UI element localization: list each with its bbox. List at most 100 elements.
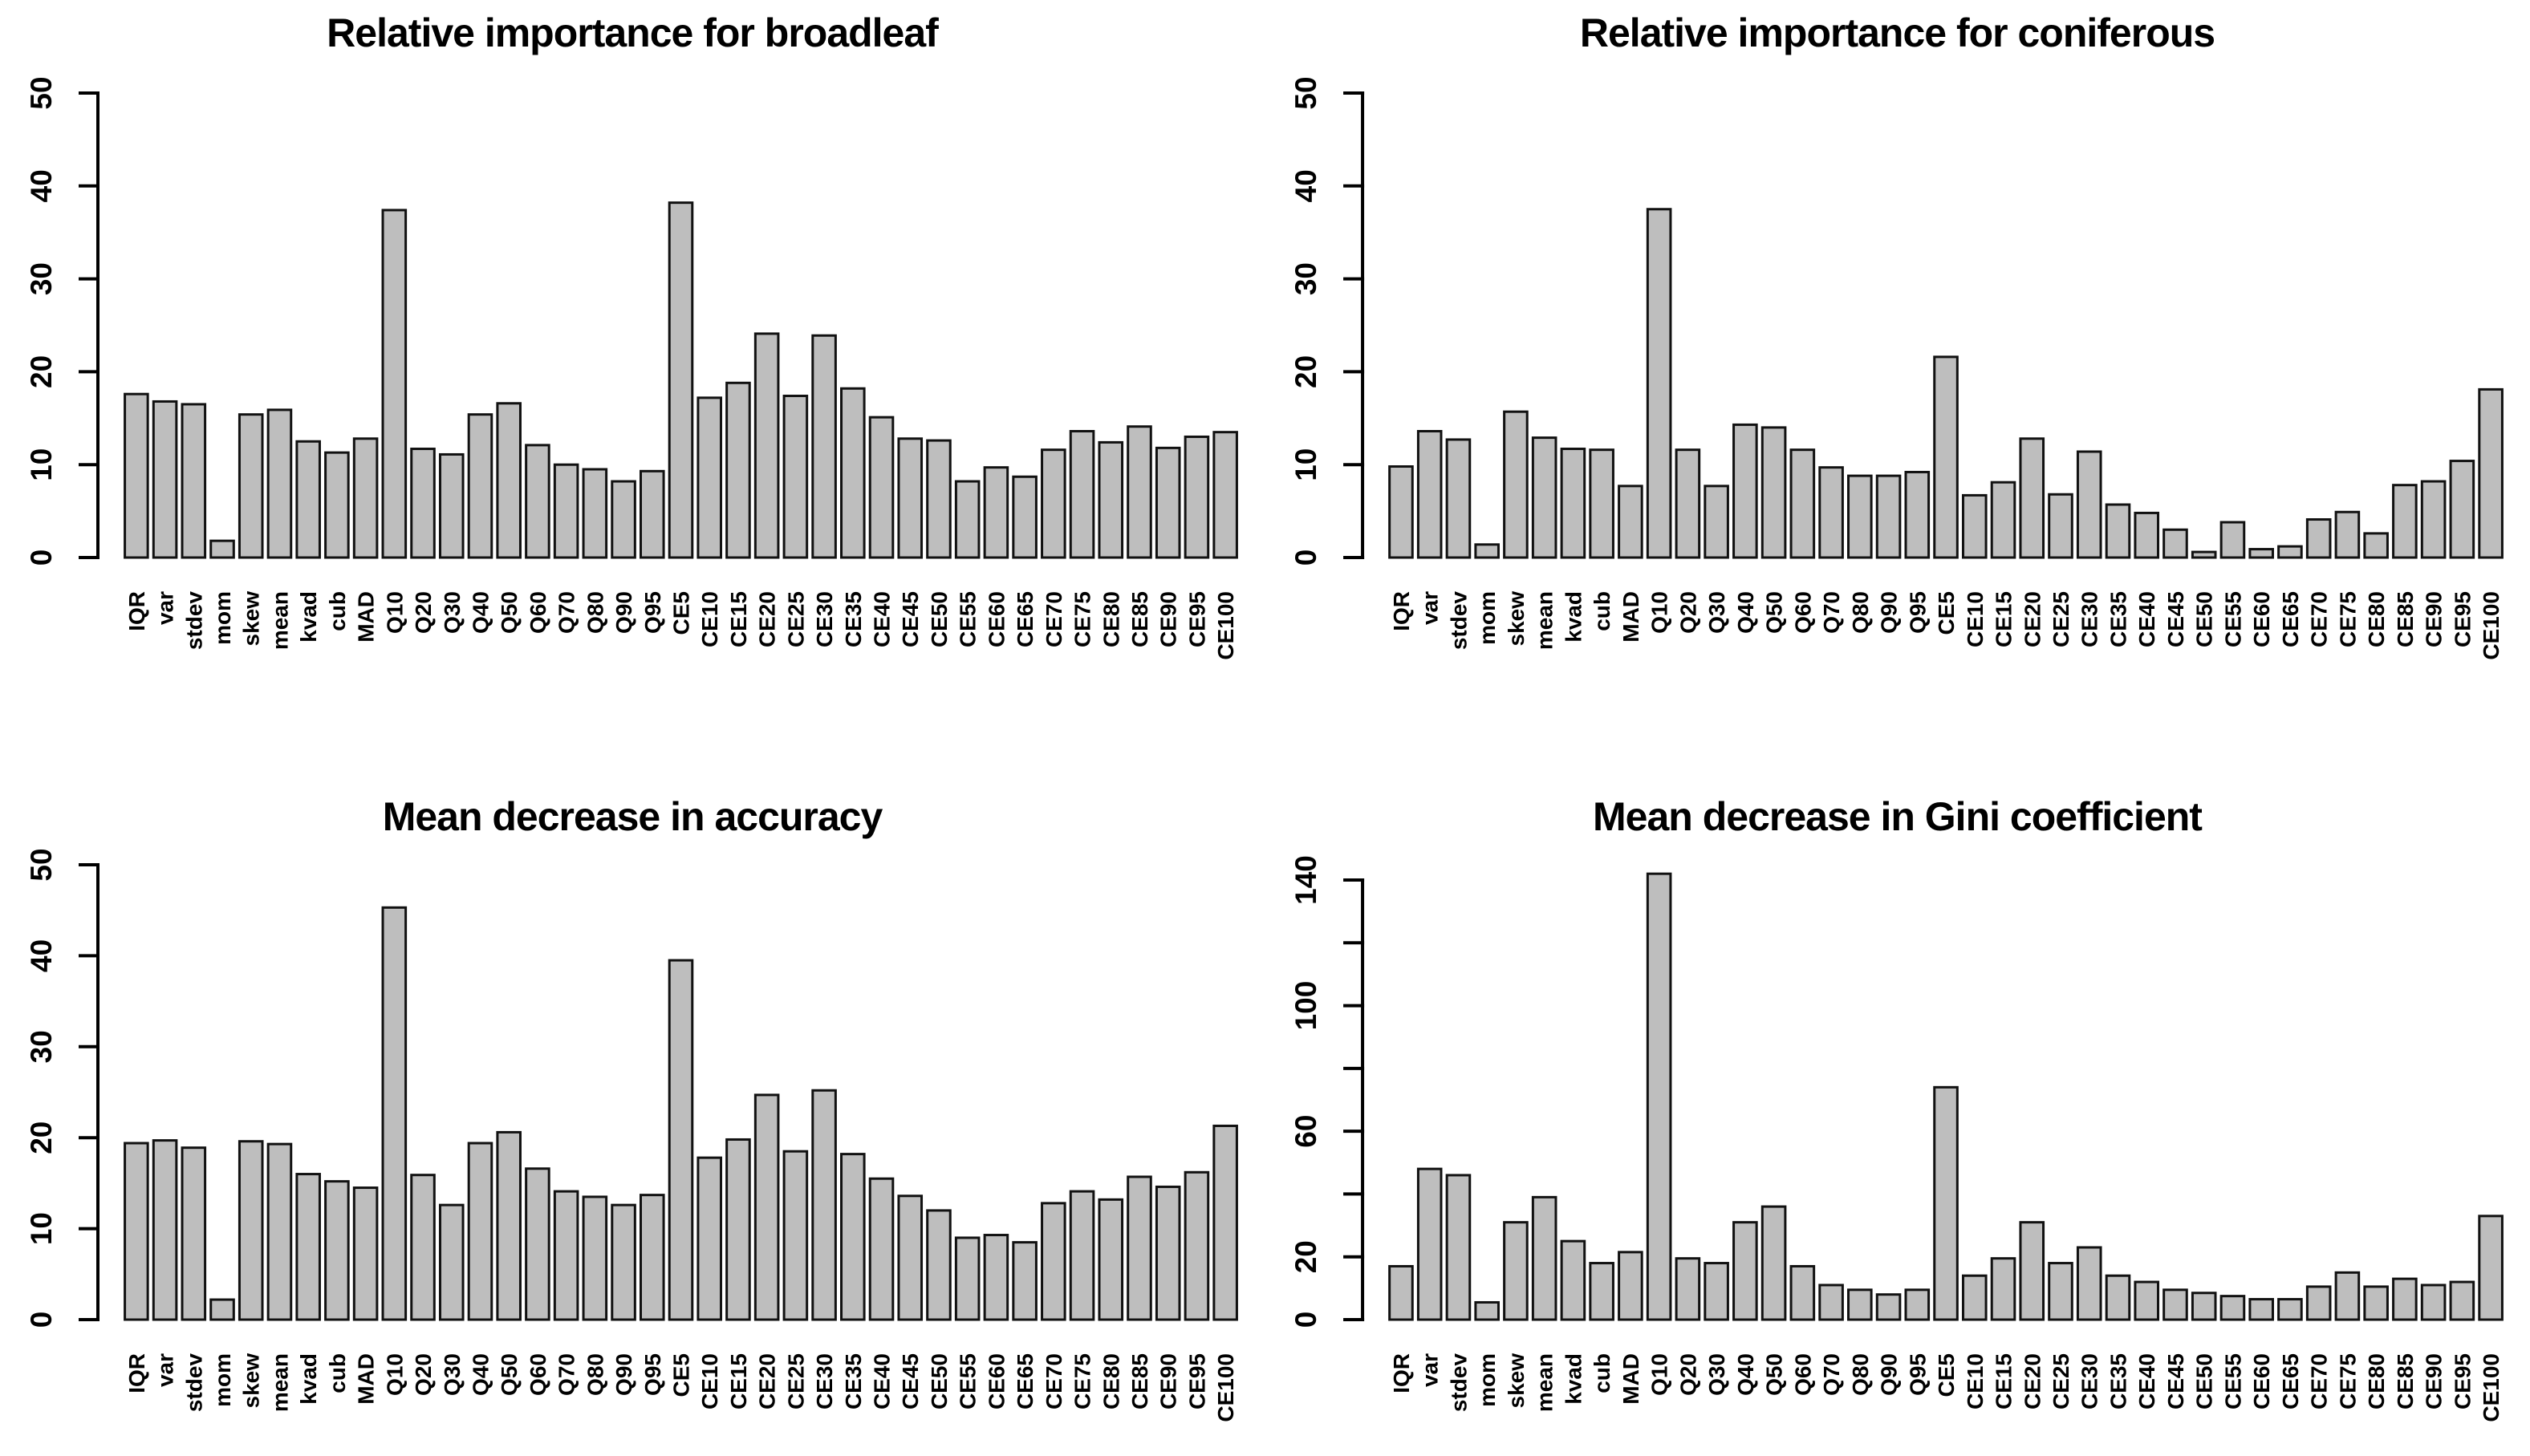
panel-relative-importance-broadleaf: Relative importance for broadleaf 0 10 20 3… bbox=[0, 0, 1265, 728]
x-tick-label: CE60 bbox=[2249, 591, 2274, 647]
bar bbox=[2019, 437, 2045, 559]
bar bbox=[2076, 450, 2102, 559]
x-tick-label: Q10 bbox=[382, 591, 407, 634]
bar bbox=[1675, 1257, 1701, 1321]
x-tick-label: Q90 bbox=[611, 591, 636, 634]
x-tick-label: stdev bbox=[1446, 591, 1471, 651]
bar bbox=[1474, 543, 1500, 559]
bar bbox=[553, 463, 579, 559]
x-tick-label: mean bbox=[267, 1353, 292, 1412]
x-tick-label: Q10 bbox=[1647, 591, 1672, 634]
x-tick-label: CE75 bbox=[2335, 591, 2360, 647]
x-tick-label: var bbox=[1418, 1353, 1443, 1387]
x-tick-label: CE40 bbox=[870, 1353, 895, 1409]
x-tick-label: CE65 bbox=[1013, 1353, 1038, 1409]
x-tick-label: Q95 bbox=[640, 1353, 665, 1396]
x-tick-label: CE50 bbox=[927, 1353, 952, 1409]
bar bbox=[2219, 521, 2246, 559]
x-tick-label: CE35 bbox=[841, 591, 866, 647]
bar bbox=[1646, 208, 1672, 559]
x-tick-label: CE55 bbox=[2220, 591, 2245, 647]
x-tick-label: CE65 bbox=[1013, 591, 1038, 647]
barplot-gini: 0 20 60 100 140 IQR var stdev mom skew mean kvad cub… bbox=[1289, 855, 2504, 1422]
bar bbox=[209, 1298, 235, 1321]
x-tick-label: Q60 bbox=[1790, 591, 1815, 634]
x-tick-label: CE50 bbox=[2192, 1353, 2217, 1409]
bar bbox=[2248, 1298, 2274, 1321]
bar bbox=[1618, 1251, 1643, 1321]
bar bbox=[1445, 438, 1472, 559]
x-tick-label: CE20 bbox=[2020, 1353, 2045, 1409]
bar bbox=[525, 444, 550, 559]
bar bbox=[1760, 426, 1787, 559]
x-tick-label: CE75 bbox=[1070, 591, 1095, 647]
y-tick-label: 10 bbox=[25, 1212, 58, 1245]
x-tick-label: CE5 bbox=[669, 591, 694, 635]
x-tick-label: CE45 bbox=[2163, 1353, 2188, 1409]
bar bbox=[124, 1142, 149, 1321]
bar bbox=[954, 480, 981, 559]
y-tick-label: 20 bbox=[1289, 1240, 1322, 1273]
chart-title-broadleaf: Relative importance for broadleaf bbox=[327, 10, 939, 55]
y-tick-label: 50 bbox=[25, 848, 58, 881]
x-tick-label: CE5 bbox=[1934, 1353, 1959, 1397]
x-tick-label: Q50 bbox=[497, 1353, 522, 1396]
x-tick-label: CE95 bbox=[1184, 591, 1209, 647]
bar bbox=[2305, 518, 2332, 559]
bar bbox=[1069, 430, 1095, 559]
bar bbox=[1416, 1167, 1443, 1321]
bar bbox=[381, 209, 408, 559]
bar bbox=[152, 1139, 178, 1321]
x-tick-label: Q70 bbox=[1819, 591, 1844, 634]
x-tick-label: CE15 bbox=[726, 1353, 751, 1409]
x-tick-label: mean bbox=[1533, 1353, 1557, 1412]
y-tick-label: 0 bbox=[25, 1312, 58, 1328]
bar bbox=[1503, 1221, 1529, 1321]
chart-title-coniferous: Relative importance for coniferous bbox=[1579, 10, 2215, 55]
x-tick-label: CE15 bbox=[1992, 591, 2016, 647]
bar bbox=[467, 1142, 493, 1321]
x-tick-label: CE5 bbox=[1934, 591, 1959, 635]
bar bbox=[1732, 423, 1758, 559]
bar bbox=[324, 1180, 350, 1321]
x-tick-label: Q30 bbox=[440, 1353, 465, 1396]
bar bbox=[639, 469, 665, 559]
panel-mean-decrease-accuracy: Mean decrease in accuracy 0 10 20 30 40 50 IQR… bbox=[0, 728, 1265, 1456]
x-tick-label: CE30 bbox=[2077, 1353, 2102, 1409]
x-tick-label: mean bbox=[1533, 591, 1557, 650]
x-tick-label: var bbox=[153, 591, 178, 625]
bar bbox=[2334, 510, 2361, 559]
bar bbox=[438, 452, 465, 559]
bar bbox=[2134, 1280, 2160, 1321]
bar bbox=[2048, 493, 2073, 559]
bar bbox=[696, 1156, 723, 1321]
x-tick-label: MAD bbox=[354, 591, 379, 643]
bar bbox=[1445, 1174, 1472, 1321]
bar bbox=[2449, 460, 2475, 559]
x-tick-label: CE40 bbox=[870, 591, 895, 647]
y-tick-label: 30 bbox=[25, 262, 58, 295]
bar bbox=[410, 448, 436, 559]
x-tick-label: Q20 bbox=[411, 591, 436, 634]
x-tick-label: Q10 bbox=[1647, 1353, 1672, 1396]
x-tick-label: cub bbox=[1590, 1353, 1614, 1393]
x-tick-label: Q40 bbox=[468, 591, 493, 634]
x-tick-label: CE85 bbox=[2393, 591, 2418, 647]
x-tick-label: Q30 bbox=[440, 591, 465, 634]
bar bbox=[1212, 1124, 1238, 1321]
x-tick-label: MAD bbox=[1618, 591, 1643, 643]
bar bbox=[553, 1190, 579, 1321]
x-tick-label: CE40 bbox=[2134, 1353, 2159, 1409]
y-tick-label: 30 bbox=[25, 1030, 58, 1063]
x-tick-label: Q90 bbox=[1877, 1353, 1902, 1396]
bar bbox=[1904, 470, 1931, 559]
bar bbox=[496, 1130, 522, 1321]
bar bbox=[324, 451, 350, 559]
x-tick-label: Q80 bbox=[583, 591, 607, 634]
bar bbox=[2363, 1285, 2389, 1321]
bar bbox=[926, 1209, 952, 1321]
x-tick-label: cub bbox=[325, 1353, 350, 1393]
x-tick-label: kvad bbox=[1561, 591, 1586, 643]
x-tick-label: CE75 bbox=[1070, 1353, 1095, 1409]
x-tick-label: Q50 bbox=[1762, 1353, 1787, 1396]
